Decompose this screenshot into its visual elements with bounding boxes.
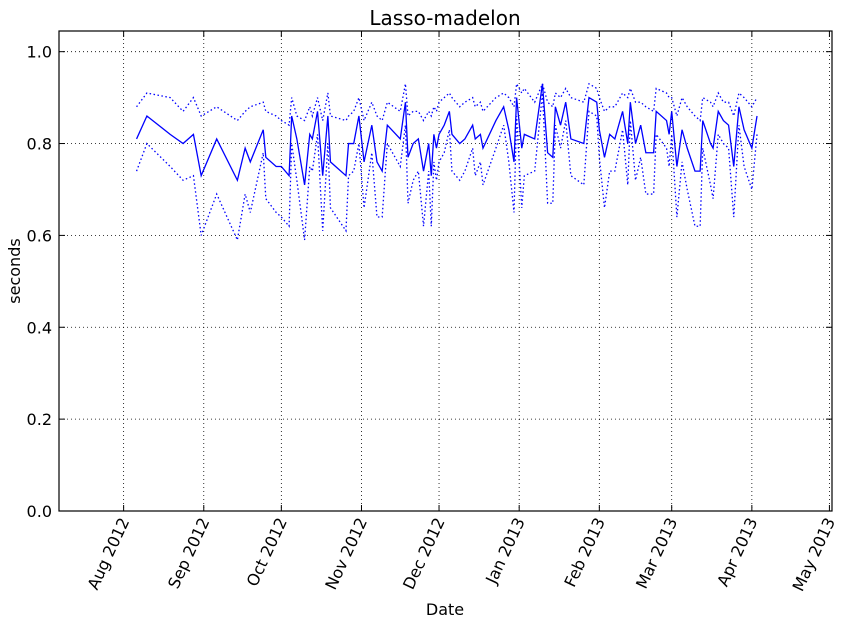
y-tick-label: 0.2 xyxy=(27,410,52,429)
plot-frame xyxy=(58,30,833,512)
y-axis-label: seconds xyxy=(5,238,24,303)
y-tick-label: 0.6 xyxy=(27,226,52,245)
x-axis-label: Date xyxy=(426,600,464,619)
series-line xyxy=(135,83,758,185)
y-tick-label: 1.0 xyxy=(27,43,52,62)
y-tick-label: 0.4 xyxy=(27,318,52,337)
y-tick-label: 0.0 xyxy=(27,502,52,521)
y-tick-label: 0.8 xyxy=(27,135,52,154)
chart-title: Lasso-madelon xyxy=(369,6,520,30)
